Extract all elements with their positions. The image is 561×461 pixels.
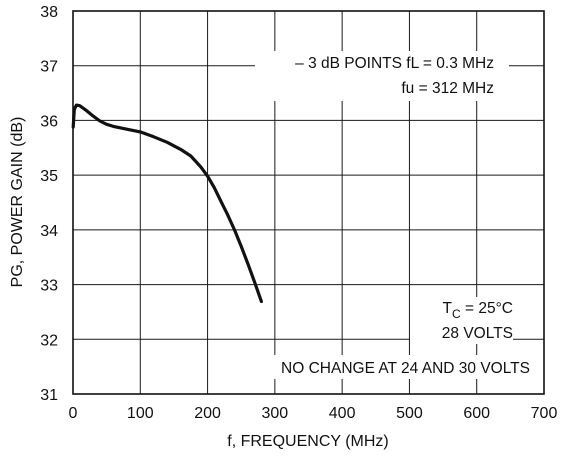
x-tick-label: 700 — [531, 405, 558, 422]
annotation-tc-t: T — [443, 300, 453, 317]
x-tick-label: 0 — [69, 405, 78, 422]
annotation-bg-3db — [255, 51, 509, 101]
y-tick-labels: 31 32 33 34 35 36 37 38 — [40, 4, 58, 404]
x-tick-label: 400 — [329, 405, 356, 422]
y-tick-label: 34 — [40, 223, 58, 240]
annotation-bg-tc — [410, 297, 513, 344]
x-tick-label: 500 — [396, 405, 423, 422]
x-tick-label: 600 — [463, 405, 490, 422]
y-tick-label: 36 — [40, 113, 58, 130]
annotation-tc-subscript: C — [452, 307, 461, 321]
x-tick-label: 200 — [194, 405, 221, 422]
y-tick-label: 31 — [40, 387, 58, 404]
annotation-volts: 28 VOLTS — [442, 325, 513, 342]
annotation-no-change: NO CHANGE AT 24 AND 30 VOLTS — [281, 360, 530, 377]
y-tick-label: 37 — [40, 59, 58, 76]
power-gain-curve — [71, 103, 263, 304]
series-layer — [71, 103, 263, 304]
y-tick-label: 35 — [40, 168, 58, 185]
annotation-tc: TC = 25°C — [443, 300, 513, 321]
y-tick-label: 38 — [40, 4, 58, 21]
annotation-bg-nochange — [236, 355, 534, 379]
x-tick-label: 100 — [127, 405, 154, 422]
y-axis-label: PG, POWER GAIN (dB) — [9, 117, 26, 288]
y-tick-label: 33 — [40, 278, 58, 295]
x-axis-label: f, FREQUENCY (MHz) — [227, 433, 388, 450]
annotation-3db-points: – 3 dB POINTS fL = 0.3 MHz — [295, 55, 494, 72]
plot-frame — [72, 10, 545, 395]
annotation-tc-value: = 25°C — [461, 300, 513, 317]
annotation-fu: fu = 312 MHz — [401, 80, 494, 97]
y-tick-label: 32 — [40, 332, 58, 349]
x-tick-label: 300 — [262, 405, 289, 422]
x-tick-labels: 0 100 200 300 400 500 600 700 — [69, 405, 558, 422]
